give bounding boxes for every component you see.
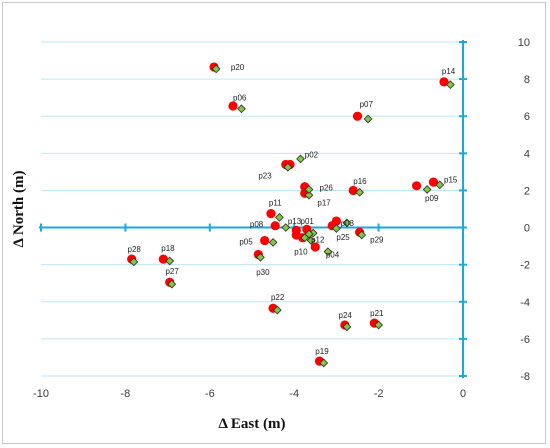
point-circle-p08 — [270, 221, 280, 231]
point-diamond-p07 — [363, 114, 373, 124]
point-diamond-p04 — [323, 247, 333, 257]
y-tick-label: 6 — [524, 111, 530, 123]
point-diamond-p29 — [357, 230, 367, 240]
point-diamond-p17 — [304, 190, 314, 200]
point-label: p23 — [258, 172, 272, 181]
y-tick-label: -6 — [520, 334, 530, 346]
point-label: p08 — [250, 220, 264, 229]
point-label: p02 — [305, 150, 319, 159]
point-diamond-p03 — [342, 218, 352, 228]
y-tick-label: -2 — [520, 260, 530, 272]
x-axis-title: Δ East (m) — [219, 416, 286, 432]
point-diamond-p23 — [283, 162, 293, 172]
point-circle-p06 — [228, 101, 238, 111]
point-label: p11 — [269, 199, 282, 208]
point-label: p05 — [239, 237, 253, 246]
point-diamond-p10 — [306, 236, 316, 245]
point-diamond-p24 — [342, 322, 352, 332]
point-label: p12 — [311, 236, 325, 245]
y-tick-label: 4 — [524, 148, 530, 160]
point-diamond-p21 — [374, 320, 383, 330]
point-circle-p14 — [439, 77, 449, 87]
x-tick-label: -10 — [33, 388, 49, 400]
point-label: p22 — [271, 293, 285, 302]
point-diamond-p14 — [445, 80, 455, 90]
point-diamond-p27 — [167, 279, 177, 289]
point-label: p19 — [315, 347, 329, 356]
point-circle-p05 — [260, 235, 270, 246]
point-label: p10 — [294, 248, 308, 257]
point-diamond-p20 — [211, 64, 221, 74]
point-label: p20 — [231, 63, 245, 72]
point-circle-p11 — [266, 209, 276, 219]
point-label: p03 — [341, 219, 355, 228]
point-label: p27 — [165, 267, 179, 276]
point-label: p07 — [360, 100, 374, 109]
y-tick-label: 8 — [524, 74, 530, 86]
x-tick-label: -8 — [121, 388, 131, 400]
point-diamond-p22 — [272, 305, 282, 315]
point-diamond-p09 — [422, 185, 432, 194]
point-diamond-p16 — [355, 187, 364, 197]
point-diamond-p26 — [304, 185, 314, 194]
point-label: p14 — [442, 67, 456, 76]
point-diamond-p11 — [275, 212, 284, 222]
point-label: p29 — [370, 236, 384, 245]
point-diamond-p18 — [165, 256, 175, 266]
point-label: p24 — [339, 311, 353, 320]
point-label: p01 — [301, 217, 315, 226]
y-tick-label: -8 — [520, 371, 530, 383]
point-label: p06 — [233, 94, 247, 103]
y-tick-label: 10 — [518, 37, 530, 49]
x-tick-label: -6 — [205, 388, 215, 400]
x-tick-label: 0 — [460, 388, 466, 400]
point-circle-p04 — [310, 242, 320, 252]
point-label: p17 — [317, 199, 331, 208]
point-label: p09 — [425, 194, 439, 203]
point-circle-p13 — [291, 225, 301, 235]
point-diamond-p13 — [304, 229, 314, 239]
point-circle-p09 — [411, 181, 422, 191]
y-tick-label: -4 — [520, 297, 530, 309]
y-axis-title: Δ North (m) — [11, 171, 27, 248]
point-label: p28 — [128, 245, 142, 254]
y-tick-label: 0 — [524, 223, 530, 235]
point-label: p16 — [353, 177, 367, 186]
point-diamond-p05 — [268, 238, 278, 247]
x-tick-label: -2 — [374, 388, 384, 400]
point-diamond-p28 — [129, 257, 139, 267]
point-diamond-p15 — [435, 180, 445, 190]
point-diamond-p19 — [319, 358, 329, 368]
y-tick-label: 2 — [524, 185, 530, 197]
point-circle-p15 — [428, 177, 439, 187]
point-diamond-p25 — [332, 224, 341, 233]
point-diamond-p06 — [237, 104, 246, 114]
point-label: p15 — [444, 175, 458, 184]
point-label: p26 — [320, 184, 334, 193]
point-diamond-p02 — [296, 154, 305, 164]
point-circle-p18 — [158, 254, 168, 264]
point-label: p04 — [326, 250, 340, 259]
point-label: p13 — [288, 217, 302, 226]
point-label: p30 — [256, 268, 270, 277]
point-label: p21 — [370, 309, 384, 318]
point-circle-p07 — [352, 111, 363, 121]
x-tick-label: -4 — [289, 388, 299, 400]
point-circle-p16 — [348, 185, 358, 196]
point-diamond-p30 — [256, 252, 265, 262]
point-label: p25 — [336, 233, 350, 242]
point-diamond-p08 — [281, 223, 291, 232]
point-label: p18 — [161, 244, 175, 253]
